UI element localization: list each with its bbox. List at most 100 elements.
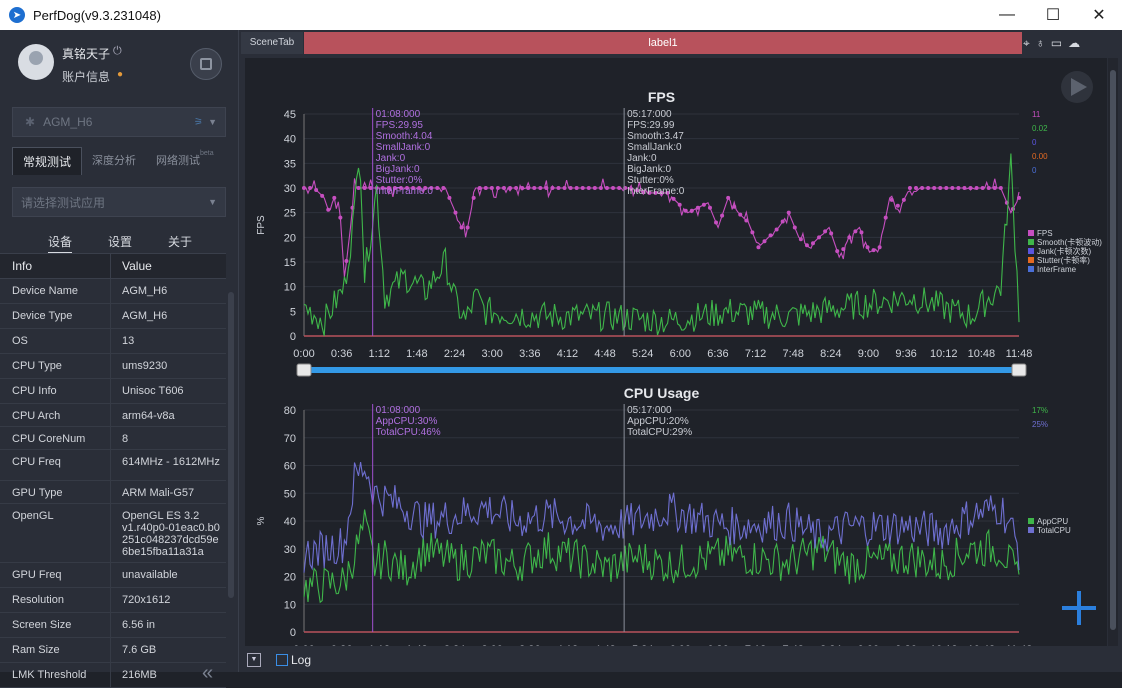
device-info-table: Info Value Device Name AGM_H6 Device Type A… [0,253,226,688]
label-bar[interactable]: label1 [304,32,1022,54]
expand-icon[interactable]: ▼ [247,653,261,667]
fps-point [956,186,961,190]
fps-point [568,186,573,190]
legend-label: FPS [1037,229,1053,238]
cursor-time: 01:08:000 [376,109,421,120]
power-icon[interactable]: ⏻ [113,45,122,57]
table-row: OpenGL OpenGL ES 3.2 v1.r40p0-01eac0.b0 2… [0,504,226,563]
row-key: GPU Freq [0,563,111,587]
fps-point [714,220,719,225]
row-key: Screen Size [0,613,111,637]
fps-point [835,249,840,254]
range-slider-handle[interactable] [296,363,312,377]
row-key: CPU Arch [0,404,111,426]
chevron-down-icon: ▼ [208,117,217,127]
fps-point [750,230,755,235]
series-line-smooth [303,153,1020,337]
fps-point [871,248,876,253]
row-value: unavailable [122,569,178,581]
chart-cpu: CPU Usage% 0 10 20 30 40 50 60 70 80 0:00 0:36 1:12 1… [256,385,1071,673]
marker-icon[interactable]: ♁ [1035,36,1045,50]
location-pin-icon[interactable]: ⌖ [1023,36,1030,50]
legend-swatch [1028,257,1034,263]
fps-point [968,186,973,190]
account-icon: ● [117,69,124,80]
log-checkbox[interactable] [276,654,288,666]
row-key: OpenGL [0,504,111,562]
minimize-button[interactable]: — [999,6,1015,23]
device-select[interactable]: ✱ AGM_H6 ⚞ ▼ [12,107,226,137]
column-header-info: Info [0,254,111,278]
x-tick-label: 9:36 [895,644,916,646]
bottom-bar: ▼ Log [239,649,1122,672]
charts-scrollbar[interactable] [1108,58,1118,646]
subtab-device[interactable]: 设备 [48,233,73,254]
charts-svg: FPS FPS 0 5 10 15 20 25 30 35 40 45 0:00 0:36 1:12 1:48… [256,71,1102,673]
app-select[interactable]: 请选择测试应用 ▼ [12,187,226,217]
scene-tab[interactable]: SceneTab [241,32,303,54]
close-button[interactable]: ✕ [1092,7,1106,24]
sidebar-scrollbar[interactable] [228,292,234,598]
table-row: LMK Threshold 216MB [0,663,226,688]
fps-point [598,186,603,190]
fps-point [302,186,306,190]
fps-point [459,225,464,230]
fps-point [677,202,682,207]
fps-point [847,235,852,240]
fps-point [689,208,694,213]
fps-point [423,186,428,190]
legend-value: 0 [1032,166,1037,175]
fps-point [877,245,882,250]
subtab-settings[interactable]: 设置 [108,235,133,249]
x-tick-label: 2:24 [444,348,465,360]
cursor-value: BigJank:0 [376,164,420,175]
chart-fps: FPS FPS 0 5 10 15 20 25 30 35 40 45 0:00 0:36 1:12 1:48… [256,89,1102,377]
record-stop-button[interactable] [190,48,222,80]
row-key: CPU Info [0,379,111,403]
wifi-icon: ⚞ [194,116,203,128]
y-tick-label: 60 [284,461,296,473]
row-value: AGM_H6 [122,285,168,297]
y-tick-label: 40 [284,516,296,528]
subtab-about[interactable]: 关于 [168,235,193,249]
row-key: CPU CoreNum [0,427,111,449]
add-icon[interactable] [1062,591,1096,625]
range-slider-handle[interactable] [1011,363,1027,377]
avatar[interactable] [18,44,54,80]
fps-point [974,186,979,190]
log-label: Log [291,653,312,667]
fps-point [732,204,737,209]
cursor-value: InterFrame:0 [627,186,685,197]
maximize-button[interactable]: ☐ [1045,7,1061,24]
account-info-link[interactable]: 账户信息 [62,70,111,84]
fps-point [701,202,706,207]
x-tick-label: 3:36 [519,644,540,646]
folder-icon[interactable]: ▭ [1050,36,1063,50]
legend-value: 0.02 [1032,124,1048,133]
fps-point [326,207,331,212]
fps-point [368,186,373,190]
table-row: Resolution 720x1612 [0,588,226,613]
charts-area: FPS FPS 0 5 10 15 20 25 30 35 40 45 0:00 0:36 1:12 1:48… [245,58,1107,673]
tab-deep-analysis[interactable]: 深度分析 [92,155,137,167]
x-tick-label: 10:12 [930,644,958,646]
legend-label: Smooth(卡顿波动) [1037,237,1102,247]
column-header-value: Value [122,259,152,273]
fps-point [895,203,900,208]
collapse-sidebar-icon[interactable]: « [202,662,214,684]
legend-value: 17% [1032,406,1048,415]
fps-point [356,186,361,190]
tab-network-test[interactable]: 网络测试 [156,155,201,167]
table-row: CPU Info Unisoc T606 [0,379,226,404]
fps-point [417,186,422,190]
row-key: CPU Freq [0,450,111,480]
cloud-icon[interactable]: ☁ [1068,36,1081,50]
y-tick-label: 0 [290,331,296,343]
tab-regular-test[interactable]: 常规测试 [12,147,83,175]
fps-point [665,190,670,195]
fps-point [901,197,906,202]
table-row: GPU Freq unavailable [0,563,226,588]
x-tick-label: 10:48 [968,348,996,360]
row-value: arm64-v8a [122,410,175,422]
fps-point [962,186,967,190]
